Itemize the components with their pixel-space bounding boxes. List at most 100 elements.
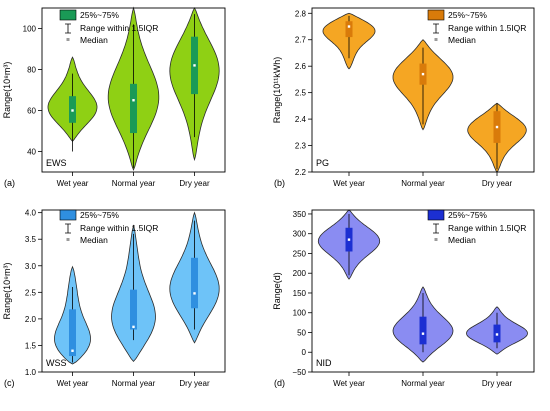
panel-inner-label: PG: [316, 158, 329, 168]
y-tick-label: 250: [293, 249, 307, 258]
x-tick-label: Dry year: [179, 179, 210, 188]
median-marker-2: [421, 332, 425, 335]
median-marker-1: [71, 109, 74, 112]
median-marker-3: [193, 64, 196, 67]
x-tick-label: Wet year: [333, 379, 365, 388]
y-tick-label: 80: [27, 66, 36, 75]
chart-panel-2: 2.2 2.3 2.4 2.5 2.6 2.7 2.8 Range(10¹¹kWh) Wet y…: [272, 7, 535, 188]
legend-iqr-swatch: [427, 9, 445, 21]
legend-range-whisker-icon: [433, 223, 439, 234]
x-tick-label: Wet year: [57, 379, 89, 388]
y-tick-label: 200: [293, 269, 307, 278]
x-tick-label: Normal year: [401, 179, 445, 188]
legend-iqr-swatch: [59, 9, 77, 21]
chart-panel-4: −50 0 50 100 150 200 250 300 350 Range(d) Wet year…: [272, 209, 535, 388]
median-marker-3: [193, 292, 196, 295]
plot-frame: [41, 7, 226, 173]
iqr-box-3: [191, 257, 198, 309]
y-tick-label: 0: [302, 348, 307, 357]
legend-iqr-label: 25%~75%: [448, 10, 487, 20]
y-tick-label: 2.0: [25, 315, 37, 324]
y-tick-label: 2.6: [295, 62, 307, 71]
median-marker-2: [421, 72, 425, 76]
panel-label: (d): [274, 378, 285, 388]
legend-range-whisker-icon: [433, 23, 439, 34]
y-tick-label: 150: [293, 289, 307, 298]
y-tick-label: 2.3: [295, 142, 307, 151]
legend: 25%~75% Range within 1.5IQR Median: [59, 9, 158, 45]
plot-frame: [311, 7, 535, 173]
y-tick-label: 2.7: [295, 36, 307, 45]
plot-frame: [311, 209, 535, 373]
y-axis-label: Range(10⁸m³): [2, 62, 12, 119]
legend-iqr-label: 25%~75%: [80, 210, 119, 220]
legend-range-whisker-icon: [65, 223, 71, 234]
median-marker-1: [71, 349, 74, 352]
median-marker-3: [495, 333, 499, 336]
x-tick-label: Normal year: [112, 379, 156, 388]
legend-median-label: Median: [448, 235, 476, 245]
y-tick-label: 350: [293, 210, 307, 219]
legend-median-marker-icon: [66, 38, 70, 41]
panel-inner-label: NID: [316, 358, 332, 368]
y-tick-label: 50: [297, 328, 306, 337]
x-tick-label: Dry year: [482, 179, 513, 188]
legend-iqr-swatch: [427, 209, 445, 221]
y-axis-label: Range(10⁹m³): [2, 263, 12, 320]
chart-panel-3: 1.0 1.5 2.0 2.5 3.0 3.5 4.0 Range(10⁹m³) Wet yea…: [2, 209, 226, 388]
x-tick-label: Dry year: [482, 379, 513, 388]
x-tick-label: Wet year: [57, 179, 89, 188]
iqr-box-1: [345, 21, 353, 38]
chart-panel-1: 40 60 80 100 Range(10⁸m³) Wet year Normal year…: [2, 6, 226, 188]
y-tick-label: −50: [292, 368, 306, 377]
y-tick-label: 4.0: [25, 209, 37, 218]
legend-iqr-swatch: [59, 209, 77, 221]
y-tick-label: 2.4: [295, 115, 307, 124]
panel-label: (c): [4, 378, 15, 388]
median-marker-1: [347, 25, 351, 28]
legend-median-marker-icon: [434, 38, 438, 41]
y-tick-label: 100: [23, 25, 37, 34]
y-axis-label: Range(10¹¹kWh): [272, 57, 282, 124]
iqr-box-2: [130, 289, 137, 330]
y-tick-label: 40: [27, 148, 36, 157]
legend: 25%~75% Range within 1.5IQR Median: [59, 209, 158, 245]
panel-inner-label: EWS: [46, 158, 67, 168]
panel-label: (b): [274, 178, 285, 188]
legend-iqr-label: 25%~75%: [448, 210, 487, 220]
legend-median-label: Median: [448, 35, 476, 45]
legend-range-label: Range within 1.5IQR: [448, 23, 526, 33]
y-tick-label: 300: [293, 230, 307, 239]
legend-median-marker-icon: [434, 238, 438, 241]
x-tick-label: Wet year: [333, 179, 365, 188]
y-tick-label: 1.5: [25, 341, 37, 350]
x-tick-label: Normal year: [401, 379, 445, 388]
legend: 25%~75% Range within 1.5IQR Median: [427, 9, 526, 45]
y-tick-label: 1.0: [25, 368, 37, 377]
median-marker-3: [495, 125, 499, 129]
legend-range-label: Range within 1.5IQR: [80, 23, 158, 33]
iqr-box-1: [69, 309, 76, 357]
y-axis-label: Range(d): [272, 272, 282, 310]
y-tick-label: 100: [293, 309, 307, 318]
panel-label: (a): [4, 178, 15, 188]
y-tick-label: 2.8: [295, 9, 307, 18]
iqr-box-2: [419, 316, 427, 345]
y-tick-label: 2.5: [295, 89, 307, 98]
legend-range-label: Range within 1.5IQR: [80, 223, 158, 233]
x-tick-label: Dry year: [179, 379, 210, 388]
legend-median-label: Median: [80, 35, 108, 45]
median-marker-2: [132, 99, 135, 102]
y-tick-label: 2.2: [295, 168, 307, 177]
iqr-box-2: [130, 83, 137, 134]
legend-range-whisker-icon: [65, 23, 71, 34]
median-marker-1: [347, 238, 351, 241]
y-tick-label: 3.5: [25, 235, 37, 244]
y-tick-label: 2.5: [25, 288, 37, 297]
legend-median-marker-icon: [66, 238, 70, 241]
panel-inner-label: WSS: [46, 358, 67, 368]
legend-range-label: Range within 1.5IQR: [448, 223, 526, 233]
legend: 25%~75% Range within 1.5IQR Median: [427, 209, 526, 245]
y-tick-label: 60: [27, 107, 36, 116]
